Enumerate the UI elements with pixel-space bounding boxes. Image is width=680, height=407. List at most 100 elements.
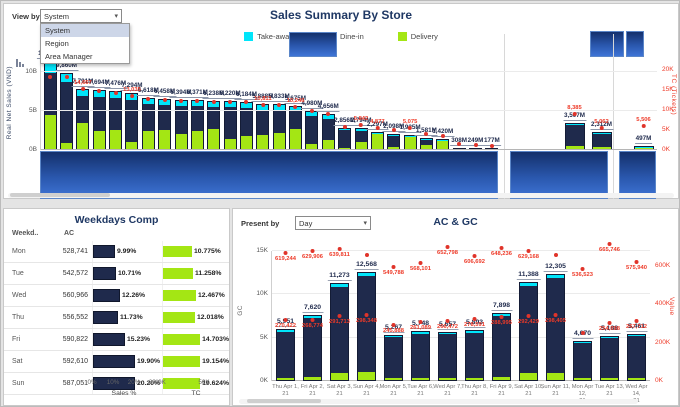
delivery-segment: [371, 134, 383, 149]
sales-pct-cell: 19.90%: [92, 351, 161, 372]
date-bar-slot[interactable]: 11,273 639,811 291,713 Sat Apr 3, 21: [326, 247, 353, 397]
bar-value-label: 6,184M: [234, 91, 258, 100]
ac-dot: [337, 247, 342, 251]
tc-pct-bar[interactable]: [163, 246, 192, 257]
sales-pct-label: 11.73%: [120, 314, 143, 321]
date-bar-slot[interactable]: 12,568 298,348 Sun Apr 4, 21: [353, 251, 380, 397]
sales-pct-label: 9.99%: [117, 248, 137, 255]
date-label: Wed Apr 7, 21: [433, 384, 462, 398]
dinein-segment: [574, 343, 591, 378]
date-bar-slot[interactable]: 5,951 619,244 270,422 Thu Apr 1, 21: [272, 251, 299, 397]
dinein-segment: [628, 336, 645, 378]
stacked-bar: [330, 283, 349, 381]
sales-pct-bar[interactable]: [93, 377, 135, 390]
sales-pct-label: 19.90%: [137, 358, 161, 365]
date-bar-slot[interactable]: 7,898 648,236 288,995 Fri Apr 9, 21: [488, 246, 515, 397]
sales-axis-label: Sales %: [111, 390, 137, 397]
view-by-option[interactable]: Area Manager: [45, 52, 93, 61]
chevron-down-icon: ▾: [363, 219, 367, 227]
bar-value-label: 4,656M: [316, 103, 340, 112]
sales-pct-bar[interactable]: [93, 289, 120, 302]
tc-pct-bar[interactable]: [163, 334, 201, 345]
stacked-bar: [564, 123, 585, 150]
ac-value-label: 536,523: [572, 272, 593, 278]
tc-pct-bar[interactable]: [163, 290, 196, 301]
date-bar-slot[interactable]: 11,388 629,168 292,429 Sat Apr 10, 21: [514, 249, 543, 397]
date-bar-slot[interactable]: 7,620 629,906 268,774 Fri Apr 2, 21: [299, 249, 326, 397]
date-bar-slot[interactable]: 5,657 652,798 266,472 Wed Apr 7, 21: [433, 245, 462, 397]
sort-icon[interactable]: [16, 59, 25, 68]
ac-dot-upper: 652,798: [437, 245, 458, 256]
view-by-option[interactable]: System: [41, 24, 129, 37]
sales-pct-cell: 9.99%: [92, 241, 161, 262]
sales-pct-bar[interactable]: [93, 311, 118, 324]
sales-pct-bar[interactable]: [93, 333, 125, 346]
weekday-label: Mon: [12, 248, 26, 255]
gc-value-label: 5,188: [598, 325, 621, 334]
weekday-row[interactable]: Tue 542,572 10.71% 11.258%: [4, 263, 229, 285]
takeaway-segment: [412, 332, 429, 334]
ac-dot-upper: 665,746: [599, 242, 620, 253]
bar-value-label: 5,833M: [267, 93, 291, 102]
tc-pct-bar[interactable]: [163, 378, 201, 389]
sales-hscrollbar-track[interactable]: [8, 193, 674, 198]
date-bar-slot[interactable]: 5,748 568,101 261,089 Tue Apr 6, 21: [407, 251, 434, 397]
gc-value-label: 5,657: [436, 321, 459, 330]
takeaway-segment: [77, 90, 89, 96]
bar-value-label: 177M: [482, 137, 501, 146]
ac-value-label: 629,906: [302, 254, 323, 260]
weekday-row[interactable]: Wed 560,966 12.26% 12.467%: [4, 285, 229, 307]
weekday-column-header[interactable]: Weekd..: [12, 230, 39, 237]
sales-pct-bar[interactable]: [93, 267, 116, 280]
date-bar-slot[interactable]: 5,893 606,692 278,591 Thu Apr 8, 21: [461, 251, 488, 397]
tc-pct-bar[interactable]: [163, 312, 195, 323]
axis-tick: 600K: [655, 262, 671, 269]
weekday-row[interactable]: Sat 592,610 19.90% 19.154%: [4, 351, 229, 373]
weekday-row[interactable]: Sun 587,051 20.20% 19.624%: [4, 373, 229, 395]
weekday-row[interactable]: Fri 590,822 15.23% 14.703%: [4, 329, 229, 351]
stacked-bar: [141, 98, 155, 150]
ac-column-header[interactable]: AC: [64, 230, 75, 237]
view-by-dropdown[interactable]: System ▾: [40, 9, 122, 23]
stacked-bar: [627, 334, 646, 381]
view-by-option[interactable]: Region: [45, 39, 69, 48]
sales-hscrollbar-thumb[interactable]: [10, 193, 110, 197]
sales-pct-bar[interactable]: [93, 355, 135, 368]
ac-value-label: 648,236: [491, 251, 512, 257]
sales-pct-bar[interactable]: [93, 245, 115, 258]
gc-value-label: 5,267: [382, 324, 405, 333]
delivery-segment: [61, 143, 73, 149]
acgc-hscrollbar-thumb[interactable]: [247, 399, 321, 403]
stacked-bar: [223, 101, 237, 150]
weekday-row[interactable]: Thu 556,552 11.73% 12.018%: [4, 307, 229, 329]
dinein-segment: [420, 140, 432, 145]
ac-value: 560,966: [62, 292, 88, 299]
store-bar-slot[interactable]: 9,860M: [55, 56, 79, 150]
tc-pct-cell: 10.775%: [162, 241, 229, 262]
bar-value-label: 6,238M: [202, 90, 226, 99]
present-by-dropdown[interactable]: Day ▾: [295, 216, 371, 230]
tc-pct-bar[interactable]: [163, 356, 201, 367]
date-bar-slot[interactable]: 5,188 665,746 254,098 Tue Apr 13, 21: [595, 242, 624, 397]
takeaway-segment: [404, 136, 416, 137]
acgc-hscrollbar-track[interactable]: [239, 399, 638, 404]
bar-value-label: 1,420M: [431, 128, 455, 137]
date-bar-slot[interactable]: 5,267 549,788 245,888 Mon Apr 5, 21: [379, 251, 408, 397]
tc-axis-label: TC: [191, 390, 201, 397]
sales-axis-tick: 20%: [127, 379, 141, 386]
bar-value-label: 6,220M: [218, 90, 242, 99]
stacked-bar: [190, 100, 204, 150]
delivery-segment: [224, 139, 236, 149]
tc-pct-bar[interactable]: [163, 268, 193, 279]
delivery-segment: [191, 131, 203, 149]
takeaway-segment: [142, 99, 154, 104]
weekday-row[interactable]: Mon 528,741 9.99% 10.775%: [4, 241, 229, 263]
ac-value-label: 652,798: [437, 250, 458, 256]
date-bar-slot[interactable]: 12,305 298,405 Sun Apr 11, 21: [541, 251, 570, 397]
takeaway-segment: [175, 101, 187, 106]
stacked-bar: [465, 330, 484, 381]
stacked-bar: [600, 336, 619, 381]
sales-axis-tick: 10%: [106, 379, 120, 386]
